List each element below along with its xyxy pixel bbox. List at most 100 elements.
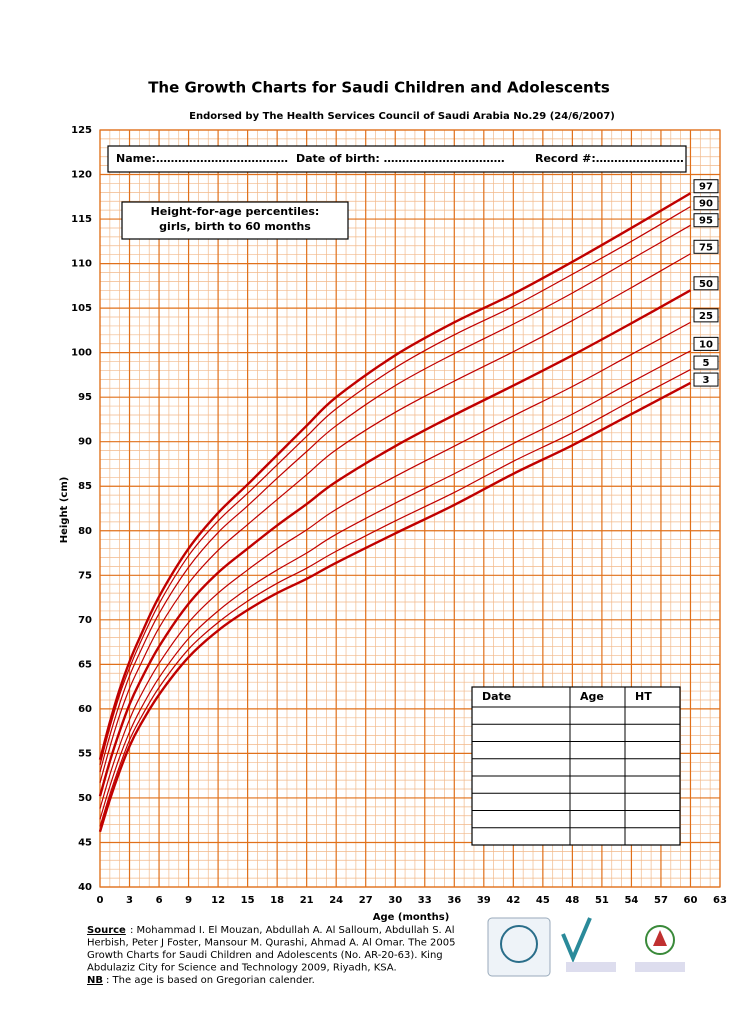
series-label-box bbox=[693, 336, 719, 351]
table-frame bbox=[471, 686, 681, 846]
y-tick-label: 55 bbox=[78, 748, 92, 759]
series-label-box bbox=[693, 355, 719, 370]
x-tick-label: 12 bbox=[211, 895, 225, 906]
series-label: 5 bbox=[703, 358, 710, 369]
x-tick-label: 57 bbox=[654, 895, 668, 906]
form-field: Name:……………………………… bbox=[116, 152, 288, 165]
series-label-box bbox=[693, 179, 719, 194]
source-text: : Mohammad I. El Mouzan, Abdullah A. Al … bbox=[130, 925, 455, 936]
source-label: Source bbox=[87, 925, 126, 936]
x-tick-label: 48 bbox=[565, 895, 579, 906]
series-label: 25 bbox=[699, 311, 713, 322]
y-tick-label: 60 bbox=[78, 704, 92, 715]
x-tick-label: 24 bbox=[329, 895, 343, 906]
series-label-box bbox=[693, 213, 719, 228]
y-tick-label: 125 bbox=[71, 125, 92, 136]
series-label-box bbox=[693, 276, 719, 291]
source: Source NB : The age is based on Gregoria… bbox=[87, 925, 455, 986]
y-tick-label: 65 bbox=[78, 659, 92, 670]
percentile-line bbox=[98, 381, 692, 833]
x-tick-label: 30 bbox=[388, 895, 402, 906]
form-field: Date of birth: …………………………… bbox=[296, 152, 505, 165]
form-field: Record #:…………………… bbox=[535, 152, 684, 165]
series-label-box bbox=[693, 308, 719, 323]
chart-title: The Growth Charts for Saudi Children and… bbox=[148, 79, 610, 97]
legend-box bbox=[121, 201, 349, 240]
y-tick-label: 70 bbox=[78, 615, 92, 626]
series-label: 75 bbox=[699, 242, 713, 253]
percentile-line bbox=[99, 224, 691, 773]
percentile-line bbox=[98, 289, 692, 797]
overlay: Name:……………………………… Date of birth: …………………… bbox=[107, 145, 687, 240]
x-tick-label: 0 bbox=[97, 895, 104, 906]
logo bbox=[566, 962, 616, 972]
x-tick-label: 6 bbox=[156, 895, 163, 906]
logo bbox=[653, 930, 667, 946]
y-tick-label: 75 bbox=[78, 570, 92, 581]
percentile-line bbox=[99, 350, 691, 820]
y-tick-label: 45 bbox=[78, 837, 92, 848]
table-header: Date bbox=[482, 690, 511, 703]
series-label: 50 bbox=[699, 279, 713, 290]
series-label: 97 bbox=[699, 182, 713, 193]
series-label: 90 bbox=[699, 199, 713, 210]
y-tick-label: 105 bbox=[71, 303, 92, 314]
logo bbox=[561, 917, 592, 964]
series-label: 10 bbox=[699, 339, 713, 350]
x-tick-label: 27 bbox=[359, 895, 373, 906]
x-tick-label: 15 bbox=[241, 895, 255, 906]
percentile-line bbox=[99, 206, 691, 766]
x-tick-label: 60 bbox=[684, 895, 698, 906]
logos bbox=[487, 917, 685, 977]
record-table: Date Age HT bbox=[471, 686, 681, 846]
percentile-lines: 97 90 95 75 50 25 10 5 3 bbox=[98, 179, 719, 833]
x-tick-label: 42 bbox=[506, 895, 520, 906]
source-text: Growth Charts for Saudi Children and Ado… bbox=[87, 950, 443, 961]
y-tick-label: 100 bbox=[71, 348, 92, 359]
x-tick-label: 9 bbox=[185, 895, 192, 906]
series-label: 95 bbox=[699, 216, 713, 227]
y-tick-label: 90 bbox=[78, 437, 92, 448]
y-tick-label: 85 bbox=[78, 481, 92, 492]
logo bbox=[635, 962, 685, 972]
plot-frame bbox=[99, 129, 721, 888]
x-tick-label: 3 bbox=[126, 895, 133, 906]
y-tick-label: 110 bbox=[71, 259, 92, 270]
logo bbox=[500, 925, 538, 963]
logo bbox=[487, 917, 551, 977]
series-label-box bbox=[693, 196, 719, 211]
table-header: HT bbox=[635, 690, 652, 703]
x-tick-label: 45 bbox=[536, 895, 550, 906]
series-label-box bbox=[693, 239, 719, 254]
source-text: Herbish, Peter J Foster, Mansour M. Qura… bbox=[87, 938, 455, 949]
percentile-line bbox=[99, 253, 691, 783]
y-tick-label: 120 bbox=[71, 170, 92, 181]
legend-text: Height-for-age percentiles: bbox=[151, 205, 320, 218]
y-tick-label: 95 bbox=[78, 392, 92, 403]
legend-text: girls, birth to 60 months bbox=[159, 220, 311, 233]
form-box bbox=[107, 145, 687, 173]
x-axis-label: Age (months) bbox=[373, 912, 450, 923]
y-tick-label: 115 bbox=[71, 214, 92, 225]
source-text: Abdulaziz City for Science and Technolog… bbox=[87, 963, 397, 974]
note-text: : The age is based on Gregorian calender… bbox=[106, 975, 315, 986]
x-tick-label: 63 bbox=[713, 895, 727, 906]
percentile-line bbox=[99, 369, 691, 827]
x-tick-label: 18 bbox=[270, 895, 284, 906]
x-tick-label: 21 bbox=[300, 895, 314, 906]
x-tick-label: 39 bbox=[477, 895, 491, 906]
x-tick-label: 51 bbox=[595, 895, 609, 906]
y-axis-label: Height (cm) bbox=[59, 477, 70, 544]
grid bbox=[99, 129, 721, 888]
x-tick-label: 36 bbox=[447, 895, 461, 906]
x-tick-label: 33 bbox=[418, 895, 432, 906]
x-tick-label: 54 bbox=[624, 895, 638, 906]
series-label: 3 bbox=[703, 375, 710, 386]
chart-subtitle: Endorsed by The Health Services Council … bbox=[189, 111, 615, 122]
percentile-line bbox=[98, 192, 692, 760]
table-header: Age bbox=[580, 690, 604, 703]
y-tick-label: 80 bbox=[78, 526, 92, 537]
y-tick-label: 50 bbox=[78, 793, 92, 804]
percentile-line bbox=[99, 321, 691, 809]
